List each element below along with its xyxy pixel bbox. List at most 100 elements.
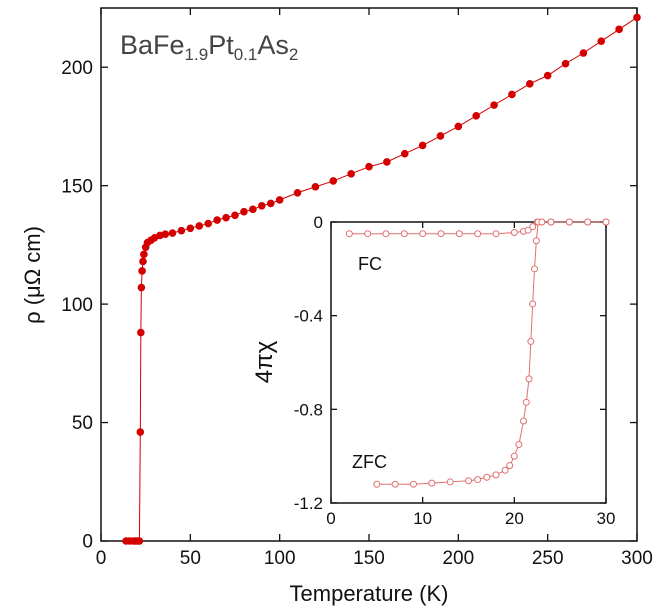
data-point — [527, 337, 535, 345]
data-point — [222, 213, 230, 222]
data-point — [266, 199, 275, 208]
data-point — [136, 428, 145, 436]
data-point — [437, 230, 445, 238]
data-point — [139, 257, 147, 266]
data-point — [454, 122, 463, 131]
data-point — [311, 183, 320, 191]
y-tick-label: 0 — [314, 213, 323, 232]
x-tick-label: 300 — [621, 548, 653, 569]
data-point — [529, 300, 537, 308]
data-point — [529, 223, 537, 231]
data-point — [329, 177, 338, 185]
x-tick-label: 50 — [180, 548, 201, 569]
data-point — [195, 222, 204, 230]
formula-subscript: 0.1 — [234, 45, 258, 64]
data-point — [400, 230, 408, 238]
data-point — [474, 476, 482, 484]
data-point — [510, 229, 518, 237]
data-point — [597, 37, 606, 45]
data-point — [373, 480, 381, 488]
data-point — [465, 477, 472, 485]
data-point — [526, 80, 534, 88]
formula-part: BaFe — [120, 30, 185, 60]
x-tick-label: 250 — [532, 548, 564, 569]
data-point — [633, 13, 641, 22]
data-point — [345, 230, 353, 238]
x-tick-label: 100 — [264, 548, 296, 569]
series-line — [126, 17, 638, 542]
data-point — [615, 25, 623, 34]
data-point — [168, 229, 177, 237]
x-tick-label: 200 — [442, 548, 474, 569]
data-point — [538, 218, 546, 226]
data-point — [135, 537, 144, 545]
data-point — [565, 218, 573, 226]
series-label: FC — [358, 254, 382, 274]
data-point — [249, 205, 257, 214]
formula-part: As — [257, 30, 289, 60]
series-label: ZFC — [352, 452, 387, 472]
data-point — [525, 375, 533, 383]
data-point — [602, 218, 610, 226]
data-point — [204, 219, 212, 228]
y-tick-label: 0 — [82, 532, 93, 553]
data-point — [547, 218, 555, 226]
data-point — [382, 230, 390, 238]
data-point — [275, 196, 284, 204]
y-tick-label: -0.8 — [294, 400, 323, 419]
y-tick-label: -1.2 — [294, 494, 323, 513]
data-point — [543, 71, 552, 80]
formula-subscript: 1.9 — [185, 45, 209, 64]
formula-annotation: BaFe1.9Pt0.1As2 — [120, 30, 298, 64]
data-point — [515, 440, 523, 448]
data-point — [520, 417, 527, 425]
data-point — [501, 466, 509, 474]
data-point — [508, 90, 516, 99]
data-point — [213, 216, 221, 224]
data-point — [490, 101, 498, 109]
data-point — [410, 480, 417, 488]
data-point — [561, 59, 570, 68]
data-point — [436, 132, 445, 140]
data-point — [446, 478, 454, 486]
data-point — [391, 480, 399, 488]
data-point — [472, 111, 481, 120]
formula-subscript: 2 — [289, 45, 298, 64]
y-tick-label: 150 — [61, 176, 93, 197]
data-point — [364, 230, 372, 238]
data-point — [584, 218, 592, 226]
y-tick-label: 200 — [61, 58, 93, 79]
x-tick-label: 150 — [353, 548, 385, 569]
data-point — [531, 265, 538, 273]
y-tick-label: -0.4 — [294, 307, 323, 326]
x-tick-label: 0 — [96, 548, 107, 569]
data-point — [400, 149, 409, 158]
data-point — [177, 226, 186, 235]
y-axis-label: ρ (μΩ cm) — [20, 226, 45, 324]
data-point — [474, 230, 482, 238]
data-point — [419, 230, 427, 238]
x-tick-label: 10 — [413, 509, 432, 528]
data-point — [532, 237, 540, 245]
data-point — [138, 267, 146, 275]
data-point — [137, 328, 145, 337]
data-point — [137, 283, 146, 292]
x-tick-label: 0 — [326, 509, 335, 528]
data-point — [428, 479, 436, 487]
data-point — [524, 226, 532, 234]
data-point — [492, 471, 500, 479]
data-point — [186, 224, 195, 233]
data-point — [510, 452, 518, 460]
data-point — [383, 158, 391, 166]
formula-part: Pt — [208, 30, 234, 60]
y-tick-label: 50 — [72, 413, 93, 434]
data-point — [418, 141, 427, 150]
plot-frame — [330, 221, 607, 504]
x-tick-label: 20 — [505, 509, 524, 528]
data-point — [231, 211, 239, 220]
x-axis-label: Temperature (K) — [290, 581, 449, 606]
data-point — [365, 162, 373, 171]
y-axis-label: 4πχ — [251, 340, 278, 383]
data-point — [522, 398, 530, 406]
